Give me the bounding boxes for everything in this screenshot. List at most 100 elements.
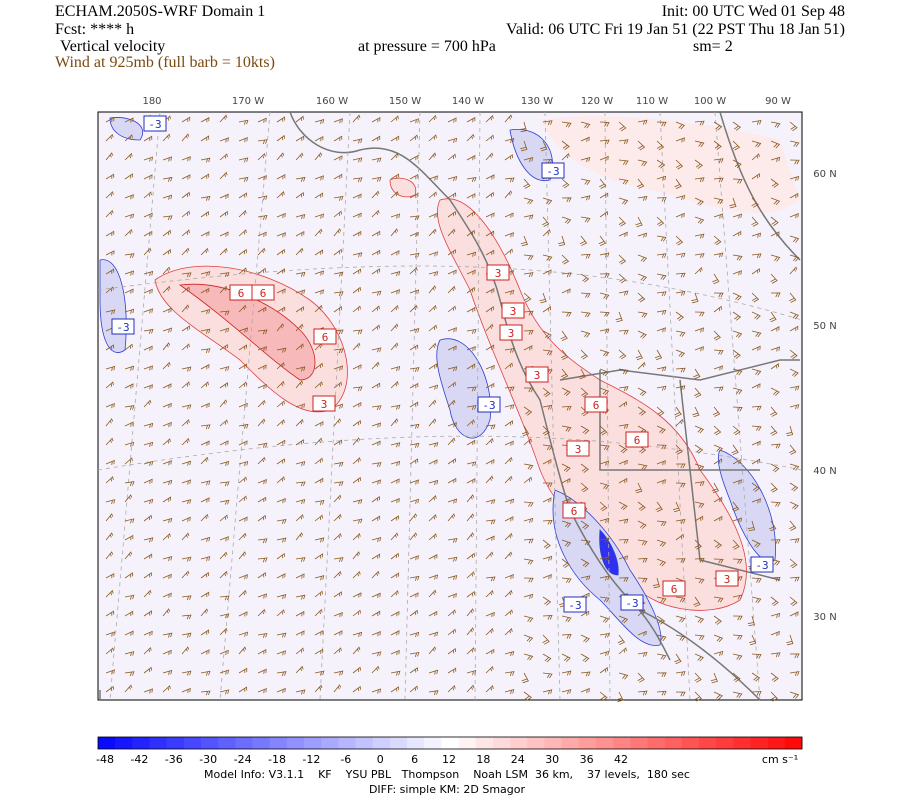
wind-barb <box>636 178 645 189</box>
wind-barb <box>257 632 268 638</box>
wind-barb <box>694 197 704 206</box>
wind-barb <box>786 425 794 437</box>
colorbar-box <box>338 737 356 749</box>
wind-barb <box>162 592 172 598</box>
wind-barb <box>257 538 268 544</box>
wind-barb <box>751 440 761 446</box>
contour-label-text: -3 <box>755 559 768 572</box>
wind-barb <box>352 329 363 335</box>
wind-barb <box>466 461 477 467</box>
wind-barb <box>238 495 247 503</box>
wind-barb <box>390 515 400 522</box>
wind-barb <box>599 575 610 581</box>
wind-barb <box>371 157 382 163</box>
colorbar-box <box>544 737 562 749</box>
wind-barb <box>352 386 363 392</box>
contour-label-box <box>715 570 739 587</box>
wind-barb <box>295 594 306 600</box>
wind-barb <box>466 439 476 446</box>
wind-barb <box>694 346 704 352</box>
colorbar-label: -30 <box>199 753 217 766</box>
wind-barb <box>276 552 286 560</box>
longitude-label: 100 W <box>694 96 726 107</box>
contour-label-box <box>501 302 525 319</box>
wind-barb <box>447 285 456 294</box>
wind-barb <box>257 306 267 313</box>
wind-barb <box>257 456 266 465</box>
wind-barb <box>181 460 192 466</box>
wind-barb <box>789 596 798 607</box>
wind-barb <box>675 252 686 258</box>
wind-barb <box>181 366 192 372</box>
wind-barb <box>732 230 742 237</box>
coastlines <box>99 111 801 701</box>
wind-barb <box>580 195 591 201</box>
wind-barb <box>618 401 628 408</box>
wind-barb <box>655 501 663 512</box>
wind-barb <box>504 386 515 392</box>
wind-barb <box>257 175 267 181</box>
colorbar-box <box>269 737 288 749</box>
colorbar-box <box>115 737 133 749</box>
wind-barb <box>561 152 570 161</box>
wind-barb <box>295 343 304 351</box>
wind-barb <box>618 577 629 582</box>
wind-barb <box>523 406 533 416</box>
colorbar-frame <box>97 736 803 750</box>
wind-barb <box>371 361 380 370</box>
wind-barb <box>637 361 646 370</box>
wind-barb <box>219 595 230 601</box>
wind-barb <box>352 457 361 465</box>
wind-barb <box>200 309 211 315</box>
wind-barb <box>789 520 797 531</box>
wind-barb <box>238 516 248 522</box>
wind-barb <box>694 653 704 662</box>
colorbar-box <box>98 737 116 749</box>
wind-barb <box>542 458 552 465</box>
wind-barb <box>770 346 780 352</box>
wind-barb <box>732 121 742 131</box>
wind-barb <box>314 289 324 295</box>
wind-barb <box>295 380 304 389</box>
wind-barb <box>219 137 229 143</box>
wind-barb <box>390 532 399 541</box>
wind-barb <box>675 463 686 469</box>
wind-barb <box>333 684 342 693</box>
wind-barb <box>428 363 438 370</box>
wind-barb <box>447 422 457 428</box>
wind-barb <box>523 345 533 351</box>
wind-barb <box>523 517 534 523</box>
colorbar-box <box>630 737 648 749</box>
wind-barb <box>521 672 529 684</box>
wind-barb <box>561 140 570 150</box>
wind-barb <box>105 476 114 484</box>
wind-barb <box>219 440 229 446</box>
wind-barb <box>200 424 211 430</box>
wind-barb <box>238 574 248 580</box>
wind-barb <box>656 140 665 151</box>
wind-barb <box>580 121 591 129</box>
wind-barb <box>409 498 420 504</box>
wind-barb <box>485 519 496 525</box>
contour-label-text: 3 <box>724 573 731 586</box>
wind-barb <box>769 520 777 532</box>
contour-label: 3 <box>486 264 510 281</box>
wind-barb <box>143 688 153 694</box>
wind-barb <box>238 192 248 199</box>
wind-barb <box>428 399 437 408</box>
wind-barb <box>485 305 495 313</box>
wind-barb <box>314 630 324 636</box>
wind-barb <box>447 176 458 182</box>
wind-barb <box>580 671 591 677</box>
wind-barb <box>599 460 610 466</box>
wind-barb <box>523 178 531 189</box>
wind-barb <box>276 173 286 180</box>
contour-label: -3 <box>750 556 774 573</box>
wind-barb <box>162 608 171 617</box>
wind-barb <box>352 138 363 144</box>
wind-barb <box>558 235 566 247</box>
wind-barb <box>618 197 629 205</box>
wind-barb <box>542 425 550 436</box>
wind-barb <box>485 230 495 237</box>
wind-barb <box>162 156 172 162</box>
